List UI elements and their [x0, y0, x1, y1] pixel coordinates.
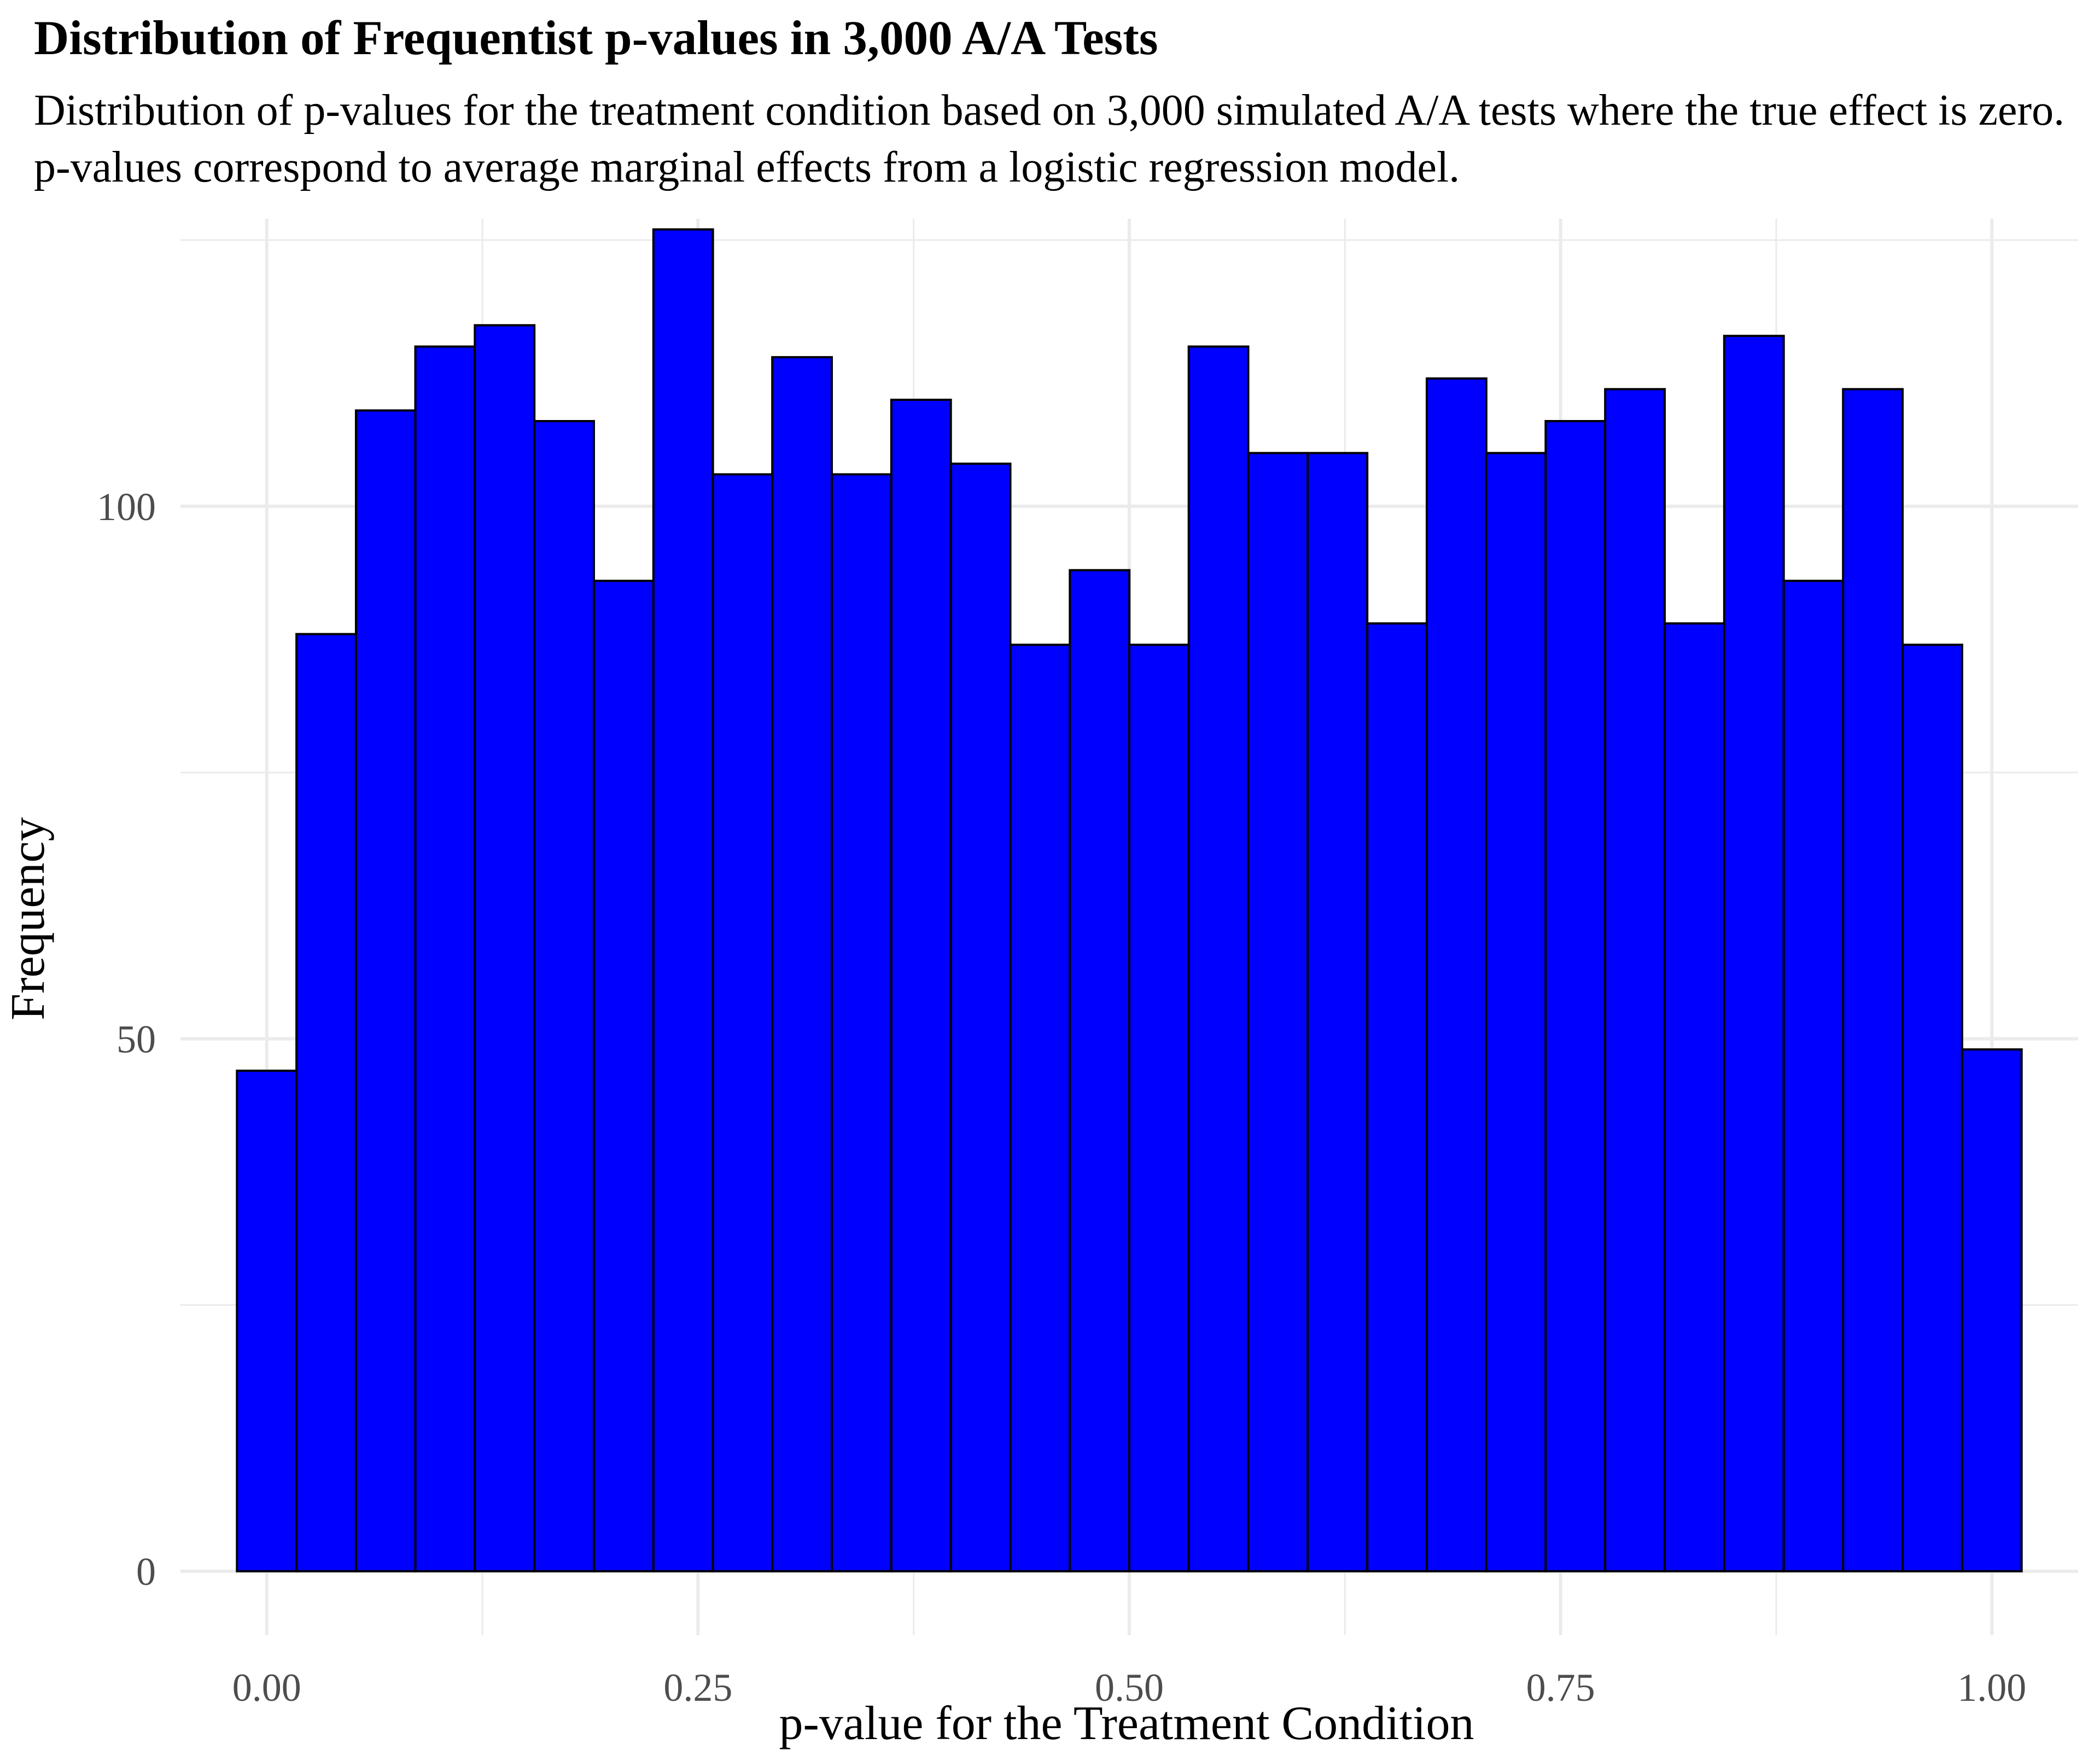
- histogram-bar: [1306, 452, 1369, 1573]
- histogram-bar: [354, 409, 417, 1573]
- x-tick-label: 0.75: [1526, 1666, 1595, 1710]
- histogram-bar: [236, 1069, 298, 1573]
- x-tick-label: 0.50: [1095, 1666, 1164, 1710]
- y-axis-ticks: 0 50 100: [97, 485, 156, 1594]
- histogram-bar: [830, 473, 892, 1573]
- histogram-bar: [652, 228, 714, 1573]
- histogram-bar: [1426, 377, 1488, 1573]
- histogram-bar: [949, 462, 1012, 1573]
- y-tick-label: 100: [97, 485, 156, 529]
- histogram-bar: [295, 633, 357, 1573]
- y-tick-label: 0: [136, 1550, 156, 1594]
- histogram-bar: [1247, 452, 1309, 1573]
- histogram-bar: [1901, 643, 1963, 1573]
- histogram-bar: [1664, 622, 1725, 1573]
- x-axis-ticks: 0.00 0.25 0.50 0.75 1.00: [232, 1666, 2027, 1710]
- histogram-bar: [1961, 1048, 2023, 1573]
- chart-subtitle: Distribution of p-values for the treatme…: [34, 86, 2065, 191]
- histogram-bar: [1485, 452, 1547, 1573]
- chart-title: Distribution of Frequentist p-values in …: [34, 11, 1158, 65]
- histogram-bar: [771, 356, 833, 1573]
- histogram-bar: [414, 345, 476, 1573]
- y-tick-label: 50: [116, 1017, 156, 1061]
- x-tick-label: 0.25: [663, 1666, 732, 1710]
- histogram-bar: [1009, 643, 1071, 1573]
- histogram-bar: [711, 473, 774, 1573]
- histogram-bar: [474, 324, 536, 1573]
- histogram-bar: [592, 580, 655, 1573]
- histogram-bar: [1544, 420, 1607, 1573]
- histogram-bar: [1782, 580, 1845, 1573]
- x-tick-label: 0.00: [232, 1666, 301, 1710]
- x-axis-title: p-value for the Treatment Condition: [779, 1697, 1474, 1750]
- histogram-bar: [1069, 569, 1131, 1573]
- histogram-bar: [533, 420, 595, 1573]
- histogram-bar: [1842, 388, 1904, 1573]
- histogram-bars: [236, 228, 2023, 1573]
- histogram-bar: [1366, 622, 1428, 1573]
- histogram-bar: [1128, 643, 1190, 1573]
- histogram-bar: [1723, 335, 1785, 1573]
- histogram-bar: [890, 399, 952, 1573]
- y-axis-title: Frequency: [2, 817, 55, 1020]
- x-tick-label: 1.00: [1957, 1666, 2026, 1710]
- histogram-bar: [1604, 388, 1666, 1573]
- histogram-bar: [1187, 345, 1250, 1573]
